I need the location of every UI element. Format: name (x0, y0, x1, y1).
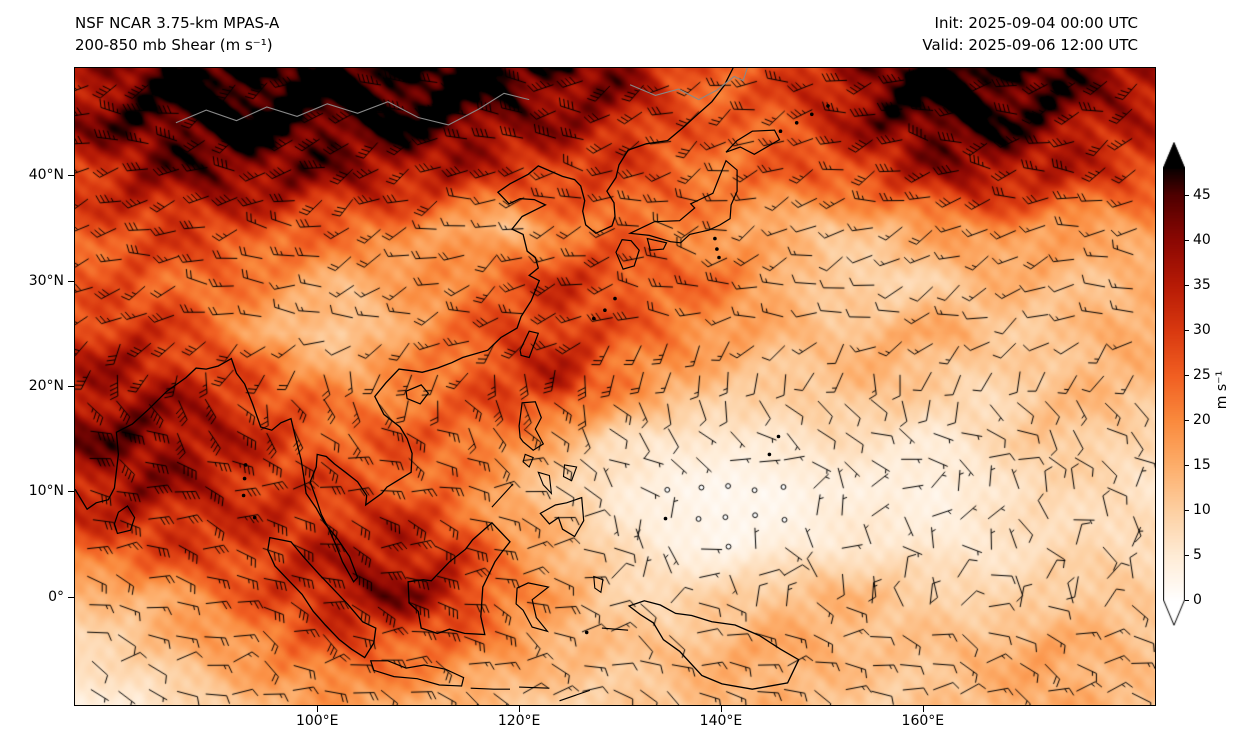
colorbar-tick-label: 5 (1193, 547, 1202, 563)
y-tick-label: 0° (48, 588, 64, 605)
colorbar-unit-label: m s⁻¹ (1214, 370, 1230, 410)
valid-time: Valid: 2025-09-06 12:00 UTC (922, 36, 1138, 54)
x-tick-mark (317, 706, 319, 712)
colorbar-tick-mark (1185, 465, 1189, 466)
x-tick-mark (519, 706, 521, 712)
colorbar-tick-mark (1185, 600, 1189, 601)
title-block: NSF NCAR 3.75-km MPAS-A 200-850 mb Shear… (75, 12, 279, 56)
variable-title: 200-850 mb Shear (m s⁻¹) (75, 36, 273, 54)
colorbar-tick-mark (1185, 195, 1189, 196)
y-tick-mark (68, 596, 74, 598)
x-tick-mark (922, 706, 924, 712)
y-tick-label: 30°N (28, 272, 64, 289)
y-tick-label: 20°N (28, 377, 64, 394)
y-tick-label: 40°N (28, 167, 64, 184)
colorbar-tick-mark (1185, 330, 1189, 331)
time-block: Init: 2025-09-04 00:00 UTC Valid: 2025-0… (922, 12, 1138, 56)
y-tick-mark (68, 385, 74, 387)
x-tick-label: 160°E (901, 713, 945, 729)
y-tick-label: 10°N (28, 483, 64, 500)
x-tick-label: 100°E (295, 713, 339, 729)
x-tick-label: 120°E (497, 713, 541, 729)
y-tick-mark (68, 491, 74, 493)
colorbar-tick-mark (1185, 555, 1189, 556)
colorbar-tick-mark (1185, 510, 1189, 511)
colorbar-tick-label: 30 (1193, 322, 1211, 338)
colorbar-tick-mark (1185, 420, 1189, 421)
x-tick-mark (720, 706, 722, 712)
shear-field-canvas (75, 68, 1155, 705)
init-time: Init: 2025-09-04 00:00 UTC (934, 14, 1138, 32)
colorbar-tick-mark (1185, 240, 1189, 241)
map-panel (74, 67, 1156, 706)
y-tick-mark (68, 175, 74, 177)
colorbar-tick-label: 10 (1193, 502, 1211, 518)
colorbar (1163, 142, 1185, 626)
colorbar-tick-mark (1185, 285, 1189, 286)
x-tick-label: 140°E (699, 713, 743, 729)
colorbar-tick-label: 20 (1193, 412, 1211, 428)
colorbar-tick-label: 40 (1193, 232, 1211, 248)
colorbar-tick-label: 25 (1193, 367, 1211, 383)
colorbar-tick-label: 45 (1193, 187, 1211, 203)
colorbar-tick-mark (1185, 375, 1189, 376)
colorbar-tick-label: 0 (1193, 592, 1202, 608)
model-title: NSF NCAR 3.75-km MPAS-A (75, 14, 280, 32)
colorbar-tick-label: 15 (1193, 457, 1211, 473)
y-tick-mark (68, 280, 74, 282)
colorbar-tick-label: 35 (1193, 277, 1211, 293)
